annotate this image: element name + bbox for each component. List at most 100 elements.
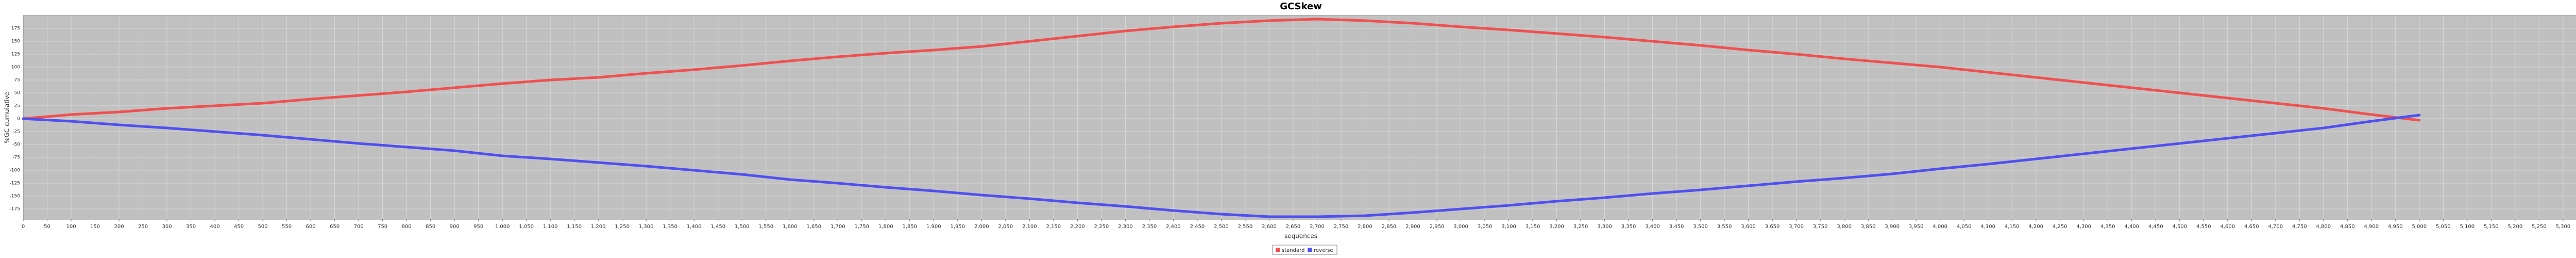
x-tick-label: 5,100 xyxy=(2460,224,2475,230)
x-tick-label: 4,500 xyxy=(2172,224,2187,230)
x-tick-label: 3,050 xyxy=(1478,224,1493,230)
x-tick-label: 3,250 xyxy=(1573,224,1588,230)
x-tick-label: 1,100 xyxy=(543,224,558,230)
y-axis-label: %GC cumulative xyxy=(4,92,11,143)
x-tick-label: 4,350 xyxy=(2100,224,2115,230)
y-tick-label: 25 xyxy=(14,104,20,109)
x-tick-label: 1,200 xyxy=(591,224,606,230)
x-tick-label: 3,600 xyxy=(1741,224,1756,230)
x-tick-label: 3,450 xyxy=(1669,224,1684,230)
legend-label: standard xyxy=(1282,248,1304,253)
x-tick-label: 4,250 xyxy=(2053,224,2067,230)
x-tick-label: 4,450 xyxy=(2148,224,2163,230)
x-tick-label: 2,900 xyxy=(1405,224,1420,230)
x-tick-label: 4,200 xyxy=(2028,224,2043,230)
x-tick-label: 2,600 xyxy=(1262,224,1277,230)
x-tick-label: 3,950 xyxy=(1909,224,1924,230)
y-tick-label: 175 xyxy=(11,26,20,31)
x-tick-label: 50 xyxy=(44,224,50,230)
x-tick-label: 2,400 xyxy=(1166,224,1181,230)
x-tick-label: 1,350 xyxy=(663,224,677,230)
y-tick-label: 150 xyxy=(11,39,20,44)
y-tick-label: -25 xyxy=(12,130,20,135)
x-tick-label: 2,450 xyxy=(1190,224,1205,230)
x-tick-label: 3,850 xyxy=(1861,224,1876,230)
x-tick-label: 2,100 xyxy=(1022,224,1037,230)
x-tick-label: 2,300 xyxy=(1118,224,1133,230)
legend-swatch xyxy=(1308,248,1312,252)
x-tick-label: 4,100 xyxy=(1980,224,1995,230)
x-tick-label: 3,100 xyxy=(1501,224,1516,230)
x-tick-label: 2,750 xyxy=(1334,224,1349,230)
x-tick-label: 450 xyxy=(234,224,244,230)
x-tick-label: 2,050 xyxy=(998,224,1013,230)
x-tick-label: 550 xyxy=(282,224,292,230)
x-tick-label: 4,750 xyxy=(2292,224,2307,230)
x-tick-label: 3,200 xyxy=(1549,224,1564,230)
x-tick-label: 1,450 xyxy=(710,224,725,230)
x-tick-label: 5,000 xyxy=(2412,224,2427,230)
x-tick-label: 350 xyxy=(186,224,196,230)
y-tick-label: 0 xyxy=(17,117,20,122)
y-tick-label: 125 xyxy=(11,52,20,57)
x-tick-label: 2,950 xyxy=(1430,224,1445,230)
x-tick-label: 2,250 xyxy=(1094,224,1109,230)
x-tick-label: 1,550 xyxy=(758,224,773,230)
x-tick-label: 4,000 xyxy=(1933,224,1947,230)
x-tick-label: 1,500 xyxy=(735,224,750,230)
x-tick-label: 100 xyxy=(66,224,76,230)
x-tick-label: 4,600 xyxy=(2220,224,2235,230)
x-tick-label: 2,800 xyxy=(1358,224,1372,230)
x-tick-label: 1,600 xyxy=(783,224,798,230)
y-tick-label: -100 xyxy=(10,168,21,173)
x-tick-label: 4,900 xyxy=(2364,224,2379,230)
x-tick-label: 1,700 xyxy=(831,224,845,230)
x-tick-label: 500 xyxy=(258,224,268,230)
x-tick-label: 5,150 xyxy=(2484,224,2499,230)
x-tick-label: 4,800 xyxy=(2316,224,2331,230)
x-tick-label: 4,300 xyxy=(2076,224,2091,230)
x-tick-label: 1,050 xyxy=(519,224,534,230)
y-tick-label: -125 xyxy=(10,181,20,186)
x-tick-label: 5,300 xyxy=(2556,224,2571,230)
plot-area xyxy=(23,15,2576,219)
x-tick-label: 1,850 xyxy=(902,224,917,230)
x-tick-label: 4,850 xyxy=(2340,224,2355,230)
x-tick-label: 5,050 xyxy=(2436,224,2451,230)
x-tick-label: 4,650 xyxy=(2244,224,2259,230)
y-tick-label: -75 xyxy=(12,155,20,160)
x-tick-label: 3,750 xyxy=(1813,224,1828,230)
x-tick-label: 4,400 xyxy=(2124,224,2139,230)
x-tick-label: 3,350 xyxy=(1621,224,1636,230)
legend: standard reverse xyxy=(1272,245,1337,255)
x-tick-label: 150 xyxy=(90,224,100,230)
x-tick-label: 4,700 xyxy=(2268,224,2283,230)
x-tick-label: 3,550 xyxy=(1717,224,1732,230)
x-tick-label: 950 xyxy=(473,224,483,230)
x-tick-label: 750 xyxy=(378,224,387,230)
series-line xyxy=(22,18,2421,122)
x-tick-label: 3,650 xyxy=(1765,224,1780,230)
x-tick-label: 5,200 xyxy=(2508,224,2523,230)
y-tick-label: 75 xyxy=(14,78,20,83)
x-tick-label: 3,500 xyxy=(1693,224,1708,230)
x-tick-label: 3,900 xyxy=(1885,224,1900,230)
x-tick-label: 900 xyxy=(450,224,460,230)
x-tick-label: 800 xyxy=(402,224,412,230)
x-tick-label: 600 xyxy=(306,224,316,230)
x-tick-label: 2,650 xyxy=(1286,224,1301,230)
x-tick-label: 1,300 xyxy=(639,224,654,230)
x-tick-label: 3,150 xyxy=(1526,224,1540,230)
x-tick-label: 2,200 xyxy=(1070,224,1085,230)
x-tick-label: 4,950 xyxy=(2388,224,2403,230)
x-tick-label: 3,300 xyxy=(1597,224,1612,230)
y-tick-label: -150 xyxy=(10,194,21,199)
x-tick-label: 2,700 xyxy=(1310,224,1325,230)
x-tick-label: 1,150 xyxy=(567,224,582,230)
x-tick-label: 3,000 xyxy=(1453,224,1468,230)
x-tick-label: 250 xyxy=(138,224,148,230)
x-tick-label: 3,700 xyxy=(1789,224,1804,230)
y-tick-label: 100 xyxy=(11,65,20,70)
x-tick-label: 2,850 xyxy=(1382,224,1397,230)
